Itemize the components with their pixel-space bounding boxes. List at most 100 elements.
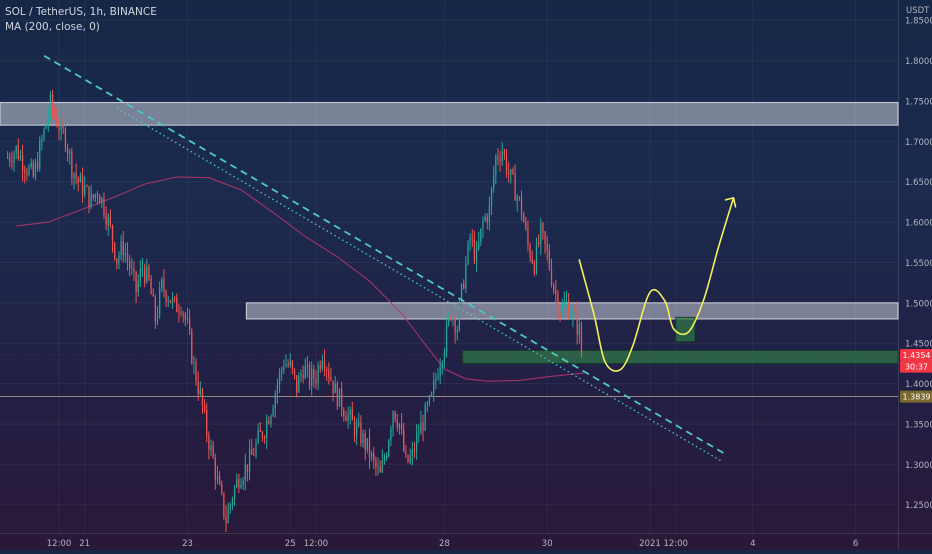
candle-body (345, 416, 346, 421)
x-tick-label: 6 (853, 539, 858, 549)
candle-body (549, 250, 550, 268)
candle-body (125, 253, 126, 255)
candle-body (22, 155, 23, 170)
candle-body (257, 430, 258, 443)
grid (0, 0, 898, 533)
candle-body (553, 285, 554, 290)
candle-body (579, 324, 580, 335)
candle-body (339, 388, 340, 406)
candle-body (75, 173, 76, 178)
candle-body (35, 162, 36, 176)
y-tick-label: 1.2500 (905, 501, 932, 511)
candle-body (204, 406, 205, 410)
candle-body (330, 377, 331, 380)
candle-body (373, 453, 374, 460)
candle-body (249, 449, 250, 472)
candle-body (465, 263, 466, 288)
candle-body (191, 330, 192, 363)
candle-body (568, 300, 569, 318)
candle-body (525, 222, 526, 228)
candle-body (350, 410, 351, 415)
candle-body (390, 429, 391, 441)
candle-body (24, 170, 25, 172)
candle-body (360, 423, 361, 444)
candle-body (63, 119, 64, 128)
candle-body (399, 424, 400, 428)
candle-body (155, 296, 156, 321)
candle-body (114, 243, 115, 259)
candle-body (255, 443, 256, 456)
candle-body (302, 374, 303, 378)
chart-legend: SOL / TetherUS, 1h, BINANCE MA (200, clo… (5, 5, 157, 35)
candle-body (491, 188, 492, 205)
candle-body (230, 504, 231, 509)
candle-body (290, 361, 291, 365)
candle-body (292, 361, 293, 369)
x-tick-label: 28 (439, 539, 450, 549)
candle-body (544, 232, 545, 244)
candle-body (459, 302, 460, 330)
y-tick-label: 1.6500 (905, 178, 932, 188)
candle-body (236, 479, 237, 487)
candle-body (517, 197, 518, 201)
candle-body (337, 383, 338, 406)
candle-body (112, 225, 113, 243)
x-tick-label: 12:00 (47, 539, 72, 549)
candle-body (570, 316, 571, 317)
candle-body (474, 239, 475, 261)
candle-body (140, 269, 141, 282)
candle-body (13, 153, 14, 163)
candle-body (375, 460, 376, 467)
candle-body (287, 364, 288, 365)
candle-body (103, 198, 104, 215)
candle-body (243, 480, 244, 485)
candle-body (168, 300, 169, 301)
candle-body (198, 382, 199, 394)
candle-body (414, 450, 415, 452)
candle-body (322, 361, 323, 369)
candle-body (202, 389, 203, 406)
candle-body (504, 152, 505, 155)
candle-body (478, 242, 479, 248)
candle-body (341, 388, 342, 409)
candle-body (270, 416, 271, 424)
candle-body (412, 450, 413, 456)
candle-body (247, 465, 248, 472)
y-tick-label: 1.3000 (905, 461, 932, 471)
candle-body (16, 146, 17, 154)
y-tick-label: 1.3500 (905, 420, 932, 430)
candle-body (82, 175, 83, 194)
candle-body (392, 411, 393, 428)
candle-body (88, 186, 89, 207)
candle-body (425, 405, 426, 430)
candle-body (506, 155, 507, 173)
candle-body (395, 411, 396, 420)
candle-body (90, 194, 91, 207)
y-tick-label: 1.7500 (905, 97, 932, 107)
candle-body (326, 369, 327, 370)
candle-body (324, 361, 325, 370)
candle-body (523, 215, 524, 223)
symbol-title: SOL / TetherUS, 1h, BINANCE (5, 5, 157, 20)
candle-body (28, 167, 29, 174)
candle-body (493, 175, 494, 188)
candle-body (183, 313, 184, 314)
candle-body (328, 370, 329, 377)
candle-body (262, 432, 263, 438)
candle-body (193, 362, 194, 363)
candle-body (223, 493, 224, 516)
candle-body (309, 365, 310, 386)
candle-body (332, 381, 333, 394)
candle-body (527, 228, 528, 245)
candle-body (311, 369, 312, 386)
candle-body (58, 126, 59, 130)
candle-body (174, 297, 175, 298)
candle-body (165, 291, 166, 301)
candle-body (538, 243, 539, 245)
candle-body (118, 256, 119, 263)
candle-body (146, 266, 147, 282)
candle-body (78, 178, 79, 183)
